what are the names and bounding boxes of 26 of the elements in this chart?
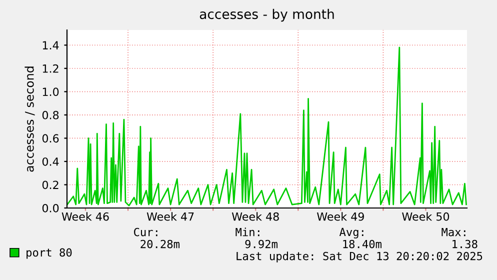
text: 18.40m [343, 240, 382, 248]
text: 9.92m [245, 240, 278, 248]
text: 20.28m [140, 240, 180, 248]
y-tick-label: 0.2 [42, 180, 58, 190]
y-tick-label: 0.4 [42, 157, 59, 166]
x-tick-label: Week 50 [402, 212, 450, 221]
x-tick-label: Week 47 [146, 212, 194, 221]
y-tick-label: 0.0 [42, 204, 59, 212]
y-tick-label: 0.6 [42, 134, 59, 143]
text: 1.38 [452, 240, 478, 248]
y-tick-label: 1.2 [42, 64, 58, 73]
text: Cur: [134, 228, 158, 236]
legend-label: port 80 [26, 248, 72, 259]
text: Max: [442, 228, 466, 236]
line-series [67, 46, 467, 206]
text: Last update: Sat Dec 13 20:20:02 2025 [236, 252, 482, 262]
x-tick-label: Week 46 [62, 212, 109, 221]
y-tick-label: 0.8 [42, 110, 59, 120]
y-axis-title: accesses / second [24, 66, 35, 172]
text: Min: [236, 228, 260, 236]
chart-title: accesses - by month [200, 8, 334, 22]
y-tick-label: 1.0 [42, 88, 59, 96]
x-tick-label: Week 49 [316, 212, 364, 221]
y-tick-label: 1.4 [42, 41, 59, 50]
x-tick-label: Week 48 [232, 212, 279, 221]
text: Avg: [339, 228, 364, 238]
